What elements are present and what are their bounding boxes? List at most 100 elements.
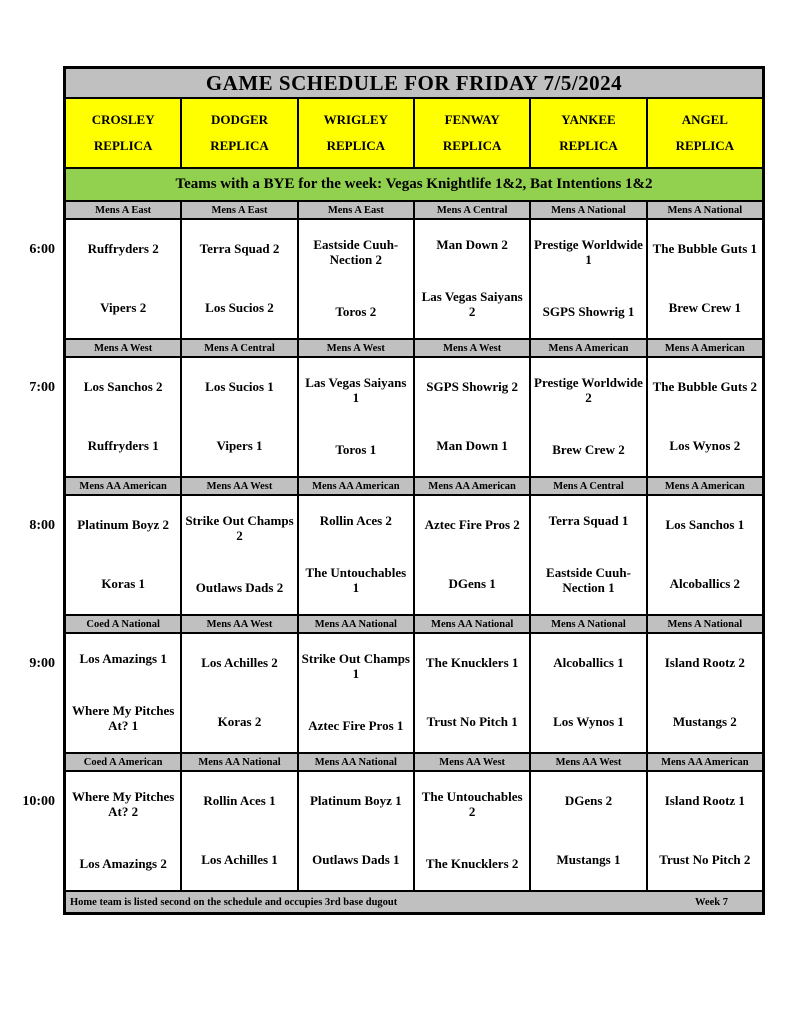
home-team: Los Wynos 1 [553,714,624,730]
game-cell: Terra Squad 1 Eastside Cuuh-Nection 1 [531,496,646,614]
division-label: Coed A National [66,616,181,632]
game-cell: Ruffryders 2 Vipers 2 [66,220,181,338]
away-team: Ruffryders 2 [87,241,159,257]
game-cell: Los Achilles 2 Koras 2 [182,634,297,752]
schedule-table: GAME SCHEDULE FOR FRIDAY 7/5/2024 CROSLE… [63,66,765,915]
away-team: Eastside Cuuh-Nection 2 [313,237,399,268]
field-header-angel: ANGEL REPLICA [647,99,762,167]
away-team: Strike Out Champs 2 [185,513,294,544]
division-label: Mens A National [531,202,646,218]
time-label: 8:00 [29,518,55,533]
field-name: FENWAY [444,112,500,127]
away-team: Aztec Fire Pros 2 [424,517,520,533]
home-team: Los Wynos 2 [669,438,741,454]
division-label: Mens A American [647,478,762,494]
home-team: Los Amazings 2 [79,855,167,871]
games-row: Where My Pitches At? 2 Los Amazings 2 Ro… [66,772,762,890]
game-cell: DGens 2 Mustangs 1 [531,772,646,890]
game-cell: Strike Out Champs 2 Outlaws Dads 2 [182,496,297,614]
home-team: Los Achilles 1 [201,852,278,868]
game-cell: Eastside Cuuh-Nection 2 Toros 2 [298,220,413,338]
away-team: Terra Squad 2 [199,241,280,257]
home-team: Las Vegas Saiyans 2 [421,288,523,319]
field-type: REPLICA [559,138,618,153]
field-type: REPLICA [675,138,735,153]
home-team: Koras 2 [217,714,262,730]
division-label: Mens AA National [298,616,413,632]
game-cell: Alcoballics 1 Los Wynos 1 [531,634,646,752]
away-team: Platinum Boyz 1 [309,793,402,809]
away-team: Los Amazings 1 [79,651,167,667]
time-label: 9:00 [29,656,55,671]
away-team: Where My Pitches At? 2 [72,789,175,820]
home-team: DGens 1 [448,576,496,592]
away-team: Prestige Worldwide 2 [534,375,643,406]
games-row: Platinum Boyz 2 Koras 1 Strike Out Champ… [66,496,762,614]
field-name: YANKEE [561,112,616,127]
division-label: Mens AA West [182,478,297,494]
game-cell: Los Sanchos 1 Alcoballics 2 [647,496,762,614]
home-team: Mustangs 2 [672,714,737,730]
away-team: Rollin Aces 1 [203,793,276,809]
division-label: Mens AA West [182,616,297,632]
game-cell: The Knucklers 1 Trust No Pitch 1 [415,634,530,752]
field-type: REPLICA [442,138,502,153]
game-cell: Aztec Fire Pros 2 DGens 1 [415,496,530,614]
home-team: Koras 1 [101,576,146,592]
page-title: GAME SCHEDULE FOR FRIDAY 7/5/2024 [66,69,762,97]
home-team: Brew Crew 1 [668,300,742,316]
away-team: The Knucklers 1 [425,655,519,671]
field-name: WRIGLEY [323,112,388,127]
footer-note: Home team is listed second on the schedu… [70,896,398,908]
home-team: Man Down 1 [436,438,508,454]
away-team: The Untouchables 2 [421,789,523,820]
division-label: Mens AA American [298,478,413,494]
home-team: Ruffryders 1 [87,438,159,454]
time-label: 10:00 [22,794,55,809]
home-team: Brew Crew 2 [552,441,625,457]
game-cell: The Bubble Guts 2 Los Wynos 2 [647,358,762,476]
game-cell: Strike Out Champs 1 Aztec Fire Pros 1 [298,634,413,752]
schedule-footer: Home team is listed second on the schedu… [66,892,762,912]
game-cell: The Bubble Guts 1 Brew Crew 1 [647,220,762,338]
game-cell: Prestige Worldwide 1 SGPS Showrig 1 [531,220,646,338]
division-label: Mens AA American [66,478,181,494]
field-header-yankee: YANKEE REPLICA [531,99,646,167]
home-team: Mustangs 1 [556,852,621,868]
games-row: Los Amazings 1 Where My Pitches At? 1 Lo… [66,634,762,752]
away-team: Rollin Aces 2 [319,513,392,529]
game-cell: Platinum Boyz 2 Koras 1 [66,496,181,614]
away-team: The Bubble Guts 2 [652,379,758,395]
division-header-row: Coed A American Mens AA National Mens AA… [66,754,762,770]
division-header-row: Coed A National Mens AA West Mens AA Nat… [66,616,762,632]
division-label: Mens AA American [647,754,762,770]
game-cell: Island Rootz 2 Mustangs 2 [647,634,762,752]
away-team: Island Rootz 2 [664,655,745,671]
game-cell: Rollin Aces 2 The Untouchables 1 [298,496,413,614]
slots-container: Mens A East Mens A East Mens A East Mens… [66,202,762,890]
field-header-dodger: DODGER REPLICA [182,99,297,167]
game-cell: Man Down 2 Las Vegas Saiyans 2 [415,220,530,338]
field-name: CROSLEY [91,112,155,127]
games-row: Ruffryders 2 Vipers 2 Terra Squad 2 Los … [66,220,762,338]
field-header-row: CROSLEY REPLICA DODGER REPLICA WRIGLEY R… [66,99,762,167]
field-name: DODGER [210,112,269,127]
away-team: Alcoballics 1 [553,655,624,671]
away-team: SGPS Showrig 2 [426,379,519,395]
home-team: Eastside Cuuh-Nection 1 [546,564,631,595]
away-team: Prestige Worldwide 1 [534,237,643,268]
division-label: Mens A East [66,202,181,218]
field-type: REPLICA [326,138,386,153]
field-header-crosley: CROSLEY REPLICA [66,99,181,167]
division-label: Coed A American [66,754,181,770]
field-type: REPLICA [93,138,153,153]
away-team: Los Achilles 2 [201,655,278,671]
division-label: Mens A National [647,616,762,632]
time-label: 7:00 [29,380,55,395]
division-label: Mens A National [531,616,646,632]
home-team: Trust No Pitch 2 [659,852,751,868]
home-team: Toros 2 [335,303,377,319]
bye-banner: Teams with a BYE for the week: Vegas Kni… [66,169,762,200]
division-label: Mens AA American [415,478,530,494]
